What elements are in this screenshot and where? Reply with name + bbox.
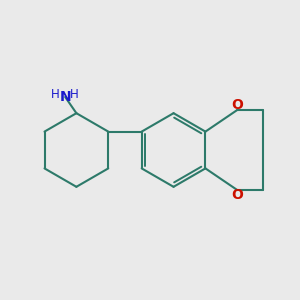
Text: H: H xyxy=(50,88,59,101)
Text: H: H xyxy=(70,88,78,101)
Text: N: N xyxy=(59,90,71,104)
Text: O: O xyxy=(231,98,243,112)
Text: O: O xyxy=(231,188,243,202)
